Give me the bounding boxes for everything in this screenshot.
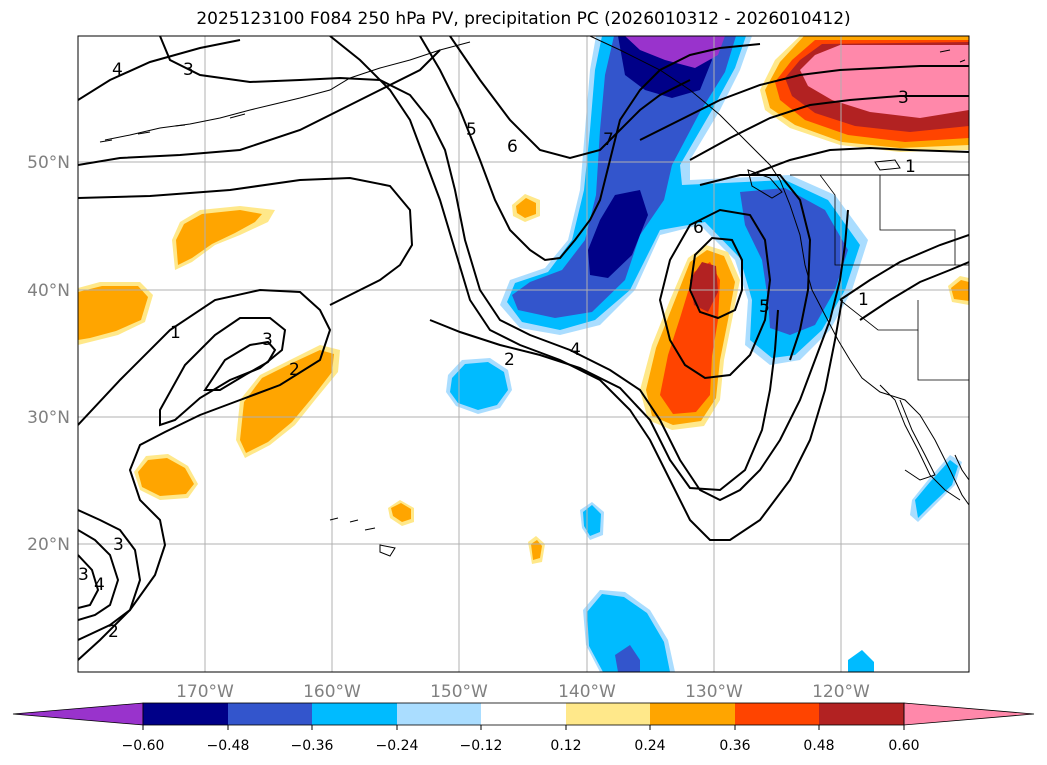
positive-172w-core bbox=[138, 458, 194, 496]
colorbar-bin-8 bbox=[735, 703, 819, 725]
pv-label-3-ne: 3 bbox=[898, 88, 909, 108]
positive-west-core bbox=[78, 286, 148, 340]
negative-baja-south bbox=[848, 650, 874, 672]
pv-label-3-sw-edge: 3 bbox=[78, 565, 89, 585]
pv-label-1-ne: 1 bbox=[905, 157, 916, 177]
pv-label-2-sw: 2 bbox=[108, 622, 119, 642]
pv-label-7: 7 bbox=[603, 130, 614, 150]
positive-165w-core bbox=[240, 350, 334, 453]
negative-band-dark-2 bbox=[740, 188, 848, 335]
negative-baja-core bbox=[915, 460, 958, 518]
lat-label-20n: 20°N bbox=[27, 535, 70, 555]
lat-label-40n: 40°N bbox=[27, 281, 70, 301]
positive-ne-pink bbox=[800, 45, 969, 118]
positive-144w-core bbox=[516, 198, 536, 218]
pv-label-4-center: 4 bbox=[570, 340, 581, 360]
pv-label-3-west: 3 bbox=[262, 330, 273, 350]
pv-label-3-sw: 3 bbox=[113, 535, 124, 555]
colorbar-bin-9 bbox=[819, 703, 904, 725]
pv-label-5: 5 bbox=[466, 120, 477, 140]
map-title: 2025123100 F084 250 hPa PV, precipitatio… bbox=[196, 9, 851, 29]
lon-label-170w: 170°W bbox=[176, 682, 234, 702]
pv-contour-labels: 4 3 5 6 7 1 3 2 2 4 6 5 1 3 1 3 4 2 3 bbox=[78, 60, 916, 642]
colorbar-tick-label: 0.12 bbox=[550, 738, 581, 754]
colorbar-tick-label: 0.48 bbox=[803, 738, 834, 754]
lon-axis: 170°W 160°W 150°W 140°W 130°W 120°W bbox=[176, 682, 870, 702]
positive-tiny-2-core bbox=[531, 540, 542, 560]
lat-label-30n: 30°N bbox=[27, 408, 70, 428]
negative-band-dark bbox=[512, 36, 736, 318]
negative-core-purple bbox=[625, 36, 725, 68]
lat-label-50n: 50°N bbox=[27, 153, 70, 173]
colorbar-tick-label: −0.36 bbox=[291, 738, 334, 754]
colorbar-tick-label: 0.60 bbox=[888, 738, 919, 754]
colorbar: −0.60 −0.48 −0.36 −0.24 −0.12 0.12 0.24 … bbox=[12, 702, 1035, 754]
lon-label-130w: 130°W bbox=[685, 682, 743, 702]
colorbar-bin-3 bbox=[312, 703, 397, 725]
pv-label-1-west: 1 bbox=[170, 323, 181, 343]
map-background bbox=[78, 36, 969, 672]
pv-label-3-nw: 3 bbox=[183, 60, 194, 80]
negative-south-core bbox=[587, 594, 670, 672]
colorbar-tick-label: 0.24 bbox=[634, 738, 665, 754]
pv-label-4-nw: 4 bbox=[112, 60, 123, 80]
pv-label-2-center: 2 bbox=[504, 350, 515, 370]
pv-label-2-west: 2 bbox=[289, 360, 300, 380]
map-frame bbox=[77, 35, 970, 673]
colorbar-extend-right bbox=[903, 702, 1035, 726]
negative-south-dark bbox=[615, 645, 640, 672]
colorbar-bin-7 bbox=[650, 703, 735, 725]
colorbar-bin-5 bbox=[481, 703, 566, 725]
positive-tiny-1-core bbox=[391, 503, 411, 522]
lon-label-150w: 150°W bbox=[430, 682, 488, 702]
pv-label-6-east: 6 bbox=[693, 218, 704, 238]
negative-core-2 bbox=[588, 190, 648, 278]
lon-label-120w: 120°W bbox=[812, 682, 870, 702]
colorbar-bin-2 bbox=[228, 703, 312, 725]
positive-168w-core bbox=[176, 210, 262, 265]
pv-label-5-east: 5 bbox=[759, 297, 770, 317]
pv-label-6: 6 bbox=[507, 137, 518, 157]
colorbar-tick-label: −0.60 bbox=[122, 738, 165, 754]
map-grid bbox=[78, 36, 969, 672]
colorbar-outline bbox=[142, 702, 905, 726]
colorbar-tick-label: −0.24 bbox=[376, 738, 419, 754]
negative-blob-145w-core bbox=[450, 362, 508, 410]
lon-label-160w: 160°W bbox=[303, 682, 361, 702]
colorbar-ticks bbox=[142, 725, 905, 730]
colorbar-extend-left bbox=[12, 702, 144, 726]
colorbar-tick-label: −0.12 bbox=[460, 738, 503, 754]
lon-label-140w: 140°W bbox=[558, 682, 616, 702]
positive-ca-dark bbox=[690, 262, 718, 312]
colorbar-bin-6 bbox=[566, 703, 650, 725]
pv-label-1-east: 1 bbox=[858, 290, 869, 310]
colorbar-tick-label: 0.36 bbox=[719, 738, 750, 754]
colorbar-tick-label: −0.48 bbox=[207, 738, 250, 754]
pv-label-4-sw: 4 bbox=[94, 575, 105, 595]
colorbar-bin-4 bbox=[397, 703, 481, 725]
lat-axis: 50°N 40°N 30°N 20°N bbox=[27, 153, 70, 555]
colorbar-bin-1 bbox=[143, 703, 228, 725]
pv-contours bbox=[78, 36, 969, 661]
